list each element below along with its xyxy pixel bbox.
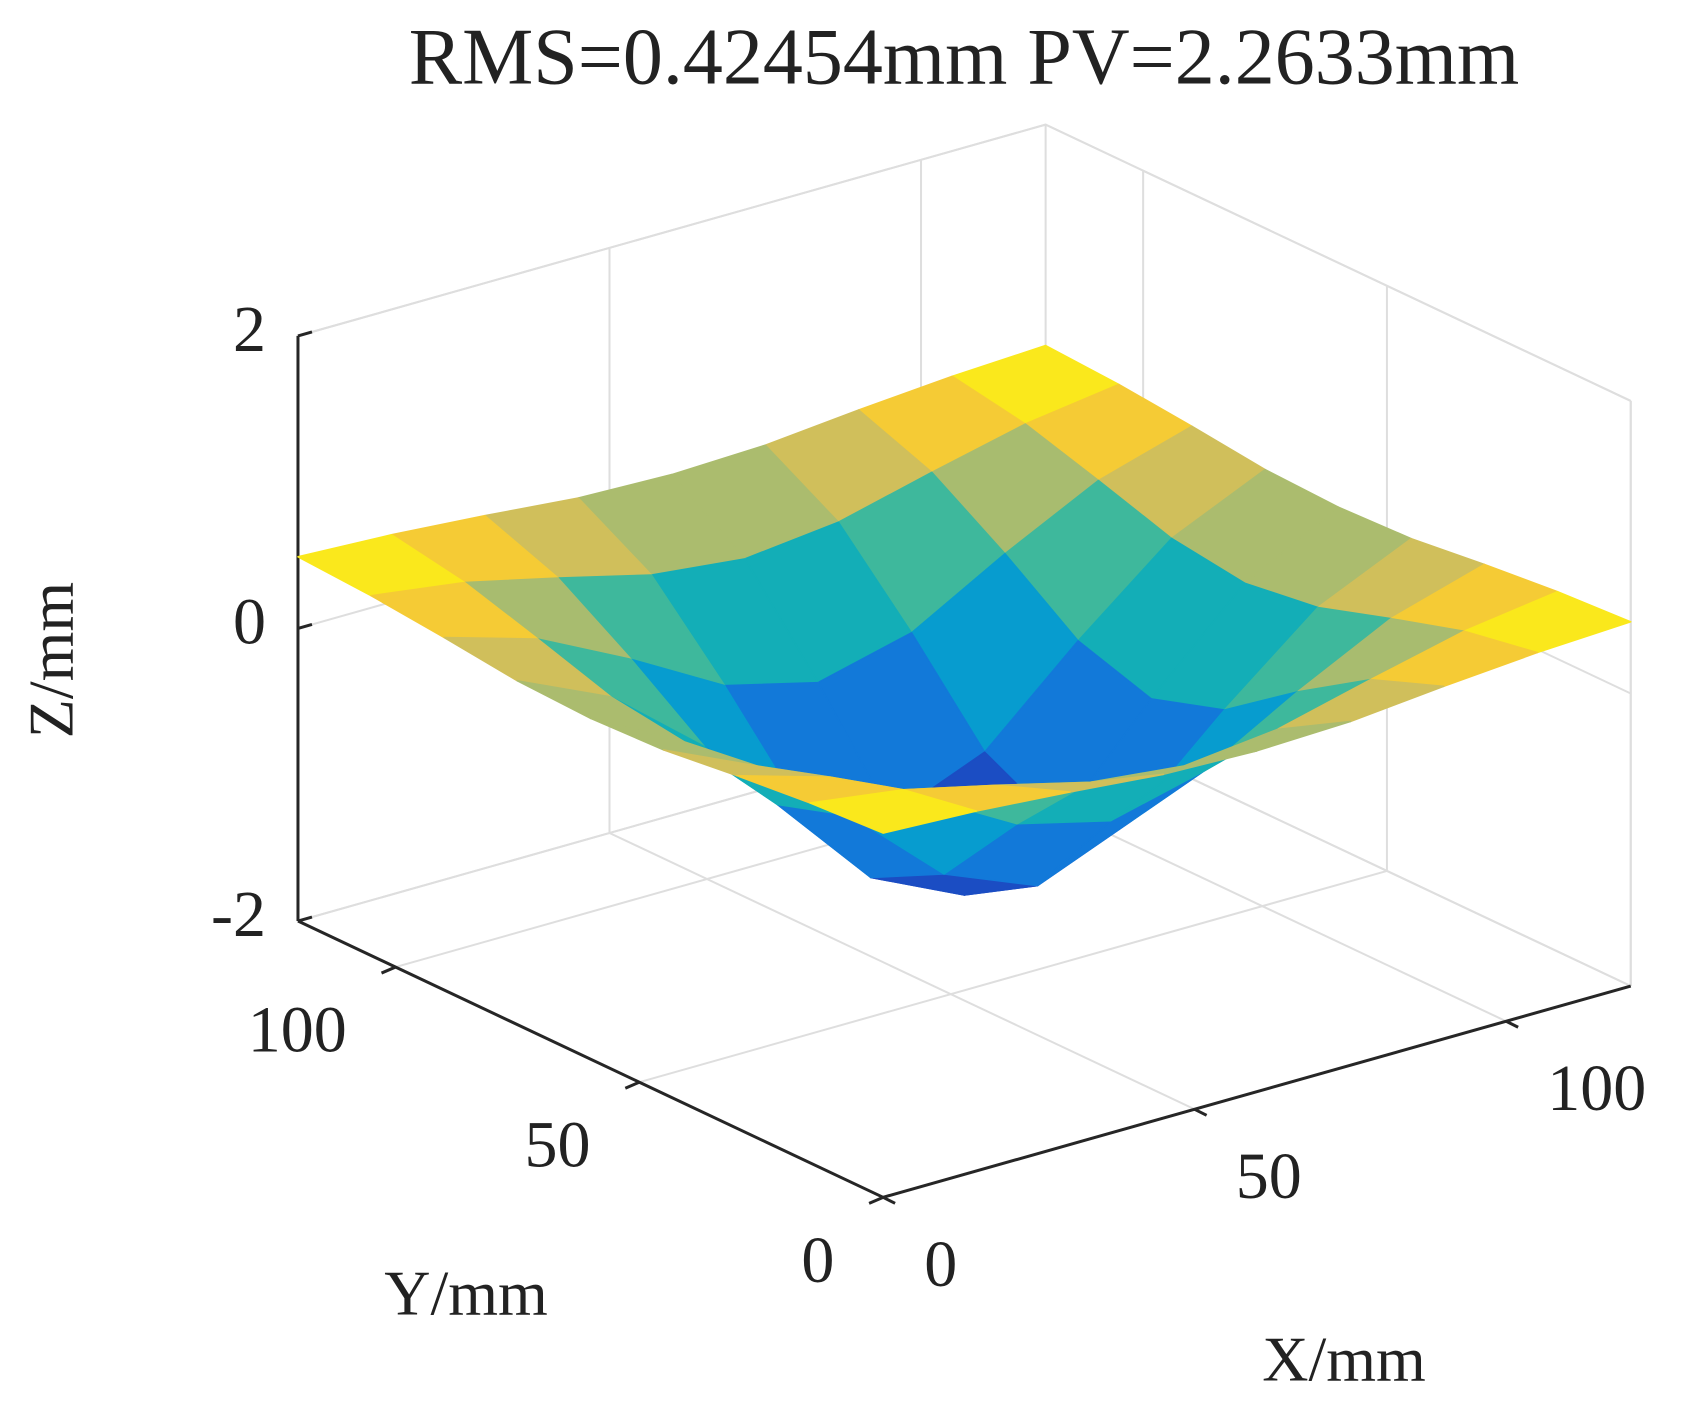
grid-line bbox=[297, 123, 1632, 402]
z-tick-label: 2 bbox=[233, 293, 266, 366]
y-tick-label: 50 bbox=[525, 1109, 591, 1182]
tick-mark bbox=[1505, 1019, 1519, 1029]
y-tick-label: 0 bbox=[801, 1224, 834, 1297]
tick-mark bbox=[868, 1195, 884, 1205]
tick-mark bbox=[297, 623, 313, 630]
tick-mark bbox=[882, 1195, 896, 1205]
grid-line bbox=[639, 869, 1388, 1084]
tick-mark bbox=[297, 915, 313, 923]
tick-mark bbox=[624, 1080, 640, 1090]
tick-mark bbox=[297, 330, 313, 338]
chart-title: RMS=0.42454mm PV=2.2633mm bbox=[409, 13, 1519, 101]
y-axis-label: Y/mm bbox=[384, 1258, 548, 1329]
z-tick-label: 0 bbox=[233, 586, 266, 659]
x-tick-label: 0 bbox=[924, 1228, 957, 1301]
tick-mark bbox=[380, 965, 397, 975]
tick-mark bbox=[1193, 1107, 1208, 1117]
y-tick-label: 100 bbox=[248, 994, 347, 1067]
surface-patch bbox=[809, 788, 978, 834]
z-axis-label: Z/mm bbox=[16, 582, 87, 738]
x-tick-label: 100 bbox=[1547, 1052, 1646, 1125]
x-axis-label: X/mm bbox=[1262, 1324, 1426, 1395]
x-tick-label: 50 bbox=[1236, 1140, 1302, 1213]
z-tick-label: -2 bbox=[211, 878, 266, 951]
